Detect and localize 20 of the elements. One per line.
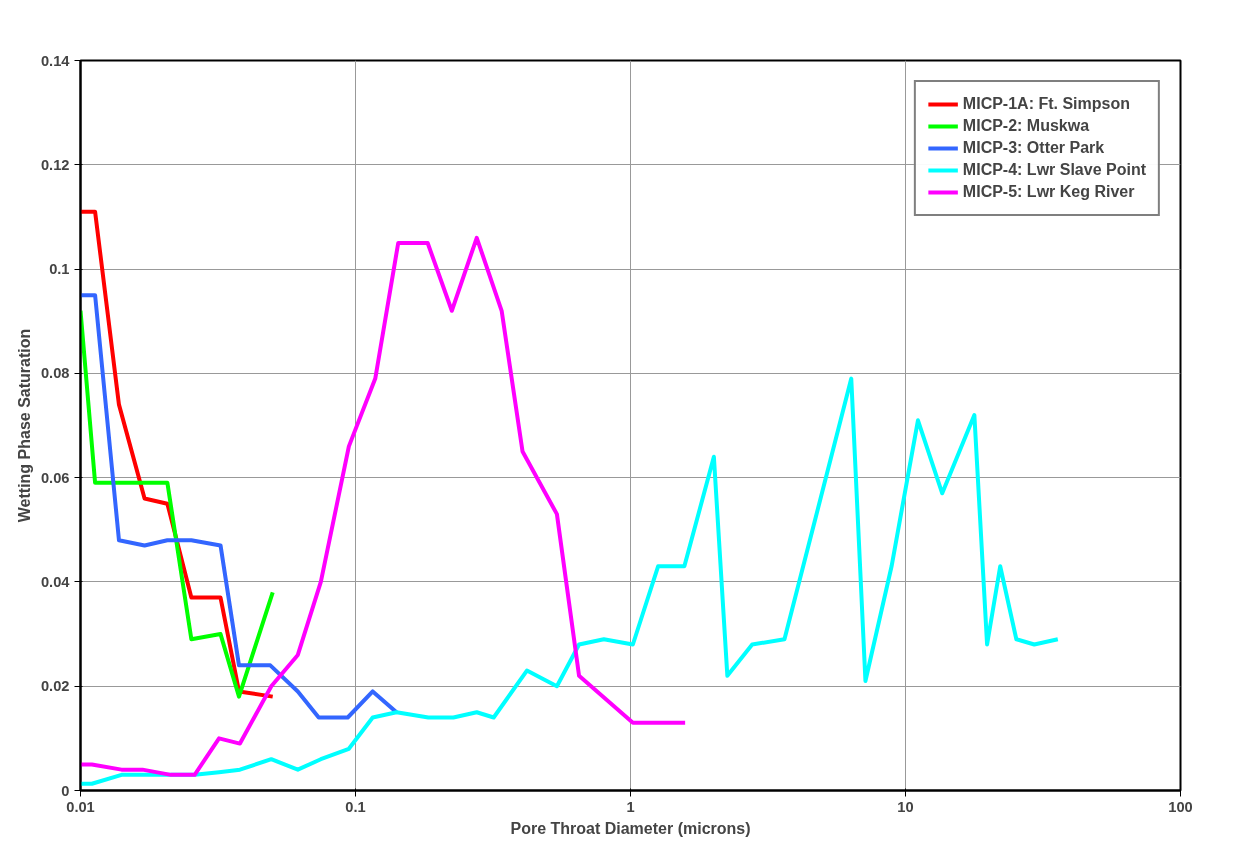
legend-label: MICP-3: Otter Park (962, 139, 1105, 157)
x-tick-label: 10 (897, 798, 914, 815)
legend-label: MICP-4: Lwr Slave Point (962, 161, 1146, 179)
x-tick-label: 0.1 (345, 798, 366, 815)
legend-label: MICP-2: Muskwa (962, 117, 1090, 135)
y-axis-title: Wetting Phase Saturation (15, 328, 33, 523)
y-tick-label: 0.08 (40, 365, 70, 382)
y-tick-label: 0.04 (40, 573, 71, 590)
y-tick-label: 0.06 (40, 469, 70, 486)
y-tick-label: 0.02 (40, 678, 70, 695)
y-tick-label: 0.1 (49, 261, 70, 278)
y-tick-label: 0.14 (40, 52, 71, 69)
legend-label: MICP-1A: Ft. Simpson (962, 95, 1130, 113)
x-tick-label: 100 (1168, 798, 1193, 815)
y-tick-label: 0.12 (40, 156, 70, 173)
x-tick-label: 0.01 (66, 798, 95, 815)
legend-label: MICP-5: Lwr Keg River (962, 183, 1135, 201)
y-tick-label: 0 (61, 782, 70, 799)
x-tick-label: 1 (626, 798, 635, 815)
x-axis-title: Pore Throat Diameter (microns) (510, 819, 751, 837)
